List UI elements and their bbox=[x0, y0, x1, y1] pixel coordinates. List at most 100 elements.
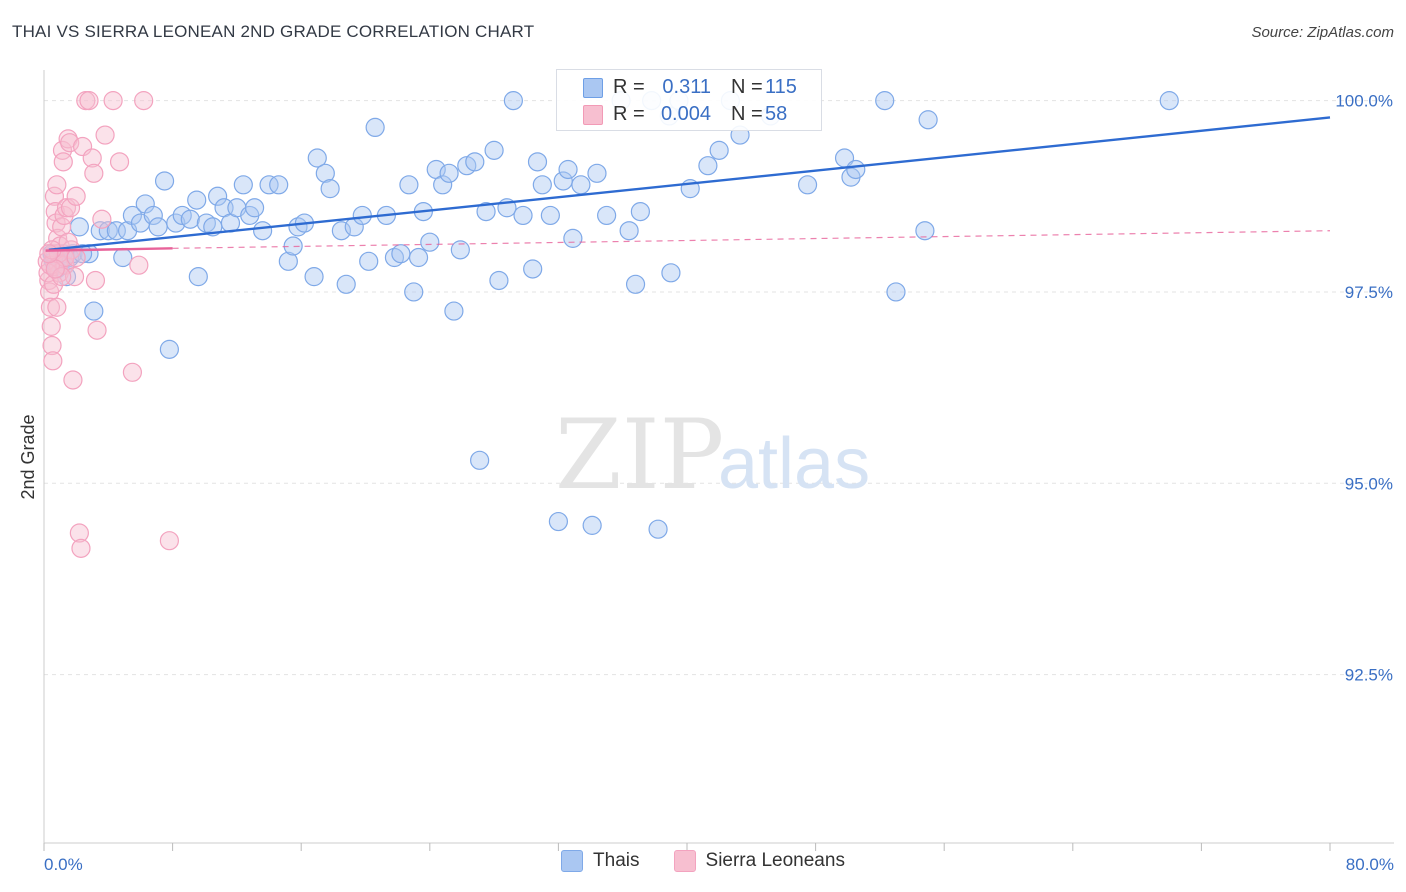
data-point bbox=[48, 228, 68, 248]
data-point bbox=[63, 370, 83, 390]
stats-swatch-sierra-leoneans bbox=[583, 105, 603, 125]
data-point bbox=[513, 205, 533, 226]
data-point bbox=[1159, 91, 1179, 111]
data-point bbox=[233, 175, 253, 195]
data-point bbox=[244, 198, 265, 218]
data-point bbox=[43, 351, 63, 371]
stats-swatch-thais bbox=[583, 78, 603, 98]
data-point bbox=[269, 175, 289, 195]
data-point bbox=[336, 274, 356, 294]
stats-box: R = 0.311 N = 115 R = 0.004 N = 58 bbox=[556, 69, 822, 131]
data-point bbox=[439, 163, 459, 183]
axes bbox=[43, 70, 1394, 851]
data-point bbox=[503, 91, 523, 111]
data-point bbox=[404, 282, 424, 302]
data-point bbox=[450, 240, 470, 260]
data-point bbox=[391, 244, 411, 264]
data-point bbox=[66, 247, 86, 268]
legend-label-sierra-leoneans: Sierra Leoneans bbox=[705, 850, 845, 871]
data-point bbox=[129, 255, 149, 275]
y-tick-label: 97.5% bbox=[1345, 283, 1393, 302]
legend-item-sierra-leoneans[interactable]: Sierra Leoneans bbox=[673, 850, 845, 872]
data-point bbox=[154, 171, 175, 191]
legend: Thais Sierra Leoneans bbox=[0, 850, 1406, 872]
data-point bbox=[208, 186, 228, 206]
data-point bbox=[166, 213, 186, 233]
legend-item-thais[interactable]: Thais bbox=[561, 850, 640, 872]
data-point bbox=[365, 117, 385, 138]
data-point bbox=[875, 91, 895, 111]
data-point bbox=[98, 221, 118, 241]
data-point bbox=[307, 148, 327, 168]
data-point bbox=[484, 140, 504, 160]
data-point bbox=[95, 125, 115, 145]
data-point bbox=[84, 301, 104, 321]
data-point bbox=[159, 339, 179, 359]
data-point bbox=[79, 91, 99, 111]
data-point bbox=[46, 213, 66, 233]
data-point bbox=[253, 221, 273, 241]
data-point bbox=[92, 209, 112, 229]
trend-line bbox=[45, 247, 173, 252]
trend-line bbox=[48, 116, 1331, 252]
data-point bbox=[540, 205, 560, 226]
trend-line-extension bbox=[172, 230, 1331, 249]
y-tick-label: 100.0% bbox=[1335, 92, 1393, 111]
data-point bbox=[85, 270, 106, 291]
data-point bbox=[470, 450, 490, 470]
legend-label-thais: Thais bbox=[593, 850, 640, 871]
data-point bbox=[489, 270, 509, 291]
data-point bbox=[563, 228, 583, 248]
data-point bbox=[571, 175, 591, 195]
trend-lines bbox=[45, 116, 1331, 252]
data-point bbox=[84, 163, 104, 183]
data-point bbox=[103, 91, 123, 111]
data-point bbox=[278, 251, 298, 271]
data-point bbox=[66, 186, 86, 206]
data-point bbox=[69, 523, 89, 543]
data-point bbox=[39, 244, 59, 264]
data-point bbox=[548, 511, 569, 532]
data-point bbox=[797, 175, 818, 195]
data-point bbox=[619, 221, 639, 241]
data-point bbox=[187, 190, 207, 210]
data-point bbox=[587, 163, 607, 183]
data-point bbox=[188, 267, 208, 287]
y-tick-label: 95.0% bbox=[1345, 474, 1393, 493]
n-value: 115 bbox=[765, 76, 797, 98]
data-point bbox=[52, 267, 72, 287]
data-point bbox=[44, 186, 65, 206]
data-point bbox=[71, 538, 91, 558]
data-point bbox=[331, 221, 351, 241]
n-label: N = bbox=[731, 103, 763, 125]
data-point bbox=[135, 194, 155, 214]
y-axis-title: 2nd Grade bbox=[18, 414, 38, 499]
data-point bbox=[846, 159, 866, 180]
data-point bbox=[315, 163, 335, 183]
data-point bbox=[109, 152, 130, 172]
data-point bbox=[69, 217, 89, 237]
watermark: ZIP atlas bbox=[555, 399, 870, 511]
stats-row-thais: R = 0.311 N = 115 bbox=[557, 74, 821, 100]
data-point bbox=[523, 259, 543, 279]
data-point bbox=[60, 198, 81, 218]
n-value: 58 bbox=[765, 103, 788, 125]
data-point bbox=[54, 205, 74, 226]
data-point bbox=[420, 232, 440, 252]
data-point bbox=[630, 201, 650, 222]
n-label: N = bbox=[731, 76, 763, 98]
r-label: R = bbox=[613, 76, 645, 98]
data-point bbox=[698, 156, 718, 176]
data-point bbox=[180, 209, 200, 229]
data-point bbox=[408, 247, 429, 268]
data-point bbox=[886, 282, 906, 302]
data-point bbox=[113, 247, 133, 268]
data-point bbox=[259, 175, 279, 195]
watermark-zip: ZIP bbox=[555, 399, 724, 511]
data-point bbox=[122, 205, 143, 226]
source-label: Source: ZipAtlas.com bbox=[1251, 24, 1394, 41]
data-point bbox=[918, 110, 938, 130]
data-point bbox=[661, 263, 681, 283]
r-label: R = bbox=[613, 103, 645, 125]
